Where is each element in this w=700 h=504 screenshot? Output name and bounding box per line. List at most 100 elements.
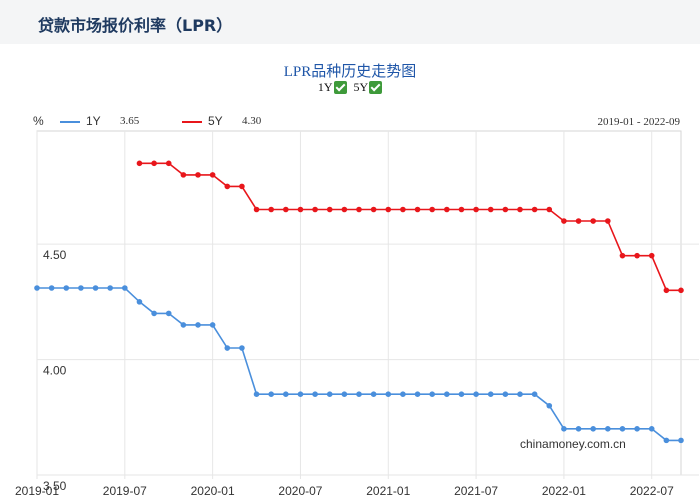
data-point-1y xyxy=(151,310,157,317)
data-point-1y xyxy=(48,285,55,291)
toggle-5y[interactable]: 5Y xyxy=(354,80,383,95)
data-point-5y xyxy=(458,206,465,213)
data-point-1y xyxy=(444,391,450,397)
data-point-5y xyxy=(370,206,377,213)
data-point-1y xyxy=(648,426,655,432)
data-point-5y xyxy=(502,206,509,213)
checkbox-checked-icon[interactable] xyxy=(333,81,347,94)
data-point-1y xyxy=(590,426,596,432)
legend-line-1y xyxy=(60,121,80,123)
data-point-5y xyxy=(385,206,392,213)
data-point-1y xyxy=(400,391,406,397)
data-point-5y xyxy=(473,206,479,213)
data-point-1y xyxy=(283,391,289,397)
data-point-5y xyxy=(283,206,289,213)
data-point-1y xyxy=(487,391,494,397)
x-tick-label: 2022-01 xyxy=(542,484,586,498)
data-point-1y xyxy=(429,391,435,397)
data-point-1y xyxy=(458,391,465,397)
x-tick-label: 2019-01 xyxy=(15,484,59,498)
data-point-1y xyxy=(473,391,479,397)
legend-value-1y: 3.65 xyxy=(120,115,140,127)
data-point-5y xyxy=(648,252,655,259)
data-point-5y xyxy=(356,206,362,213)
toggle-1y[interactable]: 1Y xyxy=(318,80,347,95)
data-point-1y xyxy=(239,345,245,351)
data-point-1y xyxy=(370,391,377,397)
data-point-5y xyxy=(619,252,626,259)
data-point-1y xyxy=(517,391,523,397)
data-point-1y xyxy=(341,391,348,397)
data-point-5y xyxy=(429,206,435,213)
y-tick-label: 4.00 xyxy=(43,364,67,378)
page-title: 贷款市场报价利率（LPR） xyxy=(38,16,233,35)
source-watermark: chinamoney.com.cn xyxy=(520,437,626,451)
data-point-1y xyxy=(663,437,670,444)
data-point-5y xyxy=(517,206,523,213)
toggle-5y-label: 5Y xyxy=(353,80,369,94)
data-point-1y xyxy=(546,402,553,409)
data-point-5y xyxy=(444,206,450,213)
data-point-1y xyxy=(92,285,99,291)
plot-frame xyxy=(36,130,682,476)
data-point-1y xyxy=(561,426,567,432)
data-point-1y xyxy=(209,322,216,328)
data-point-1y xyxy=(136,299,143,305)
data-point-5y xyxy=(605,218,611,224)
data-point-1y xyxy=(297,391,304,397)
data-point-5y xyxy=(253,206,260,213)
data-point-5y xyxy=(678,287,684,294)
data-point-5y xyxy=(268,206,274,213)
data-point-5y xyxy=(195,172,201,178)
date-range: 2019-01 - 2022-09 xyxy=(597,116,681,128)
x-tick-label: 2020-07 xyxy=(278,484,322,498)
data-point-5y xyxy=(136,160,143,167)
data-point-1y xyxy=(180,322,187,328)
data-point-5y xyxy=(151,160,157,167)
x-tick-label: 2021-07 xyxy=(454,484,498,498)
series-toggles: 1Y 5Y xyxy=(0,80,700,95)
data-point-1y xyxy=(63,285,70,291)
y-axis-unit: % xyxy=(33,114,44,128)
legend-line-5y xyxy=(182,121,202,123)
data-point-5y xyxy=(312,206,318,213)
data-point-5y xyxy=(531,206,538,213)
data-point-1y xyxy=(575,426,582,432)
data-point-5y xyxy=(400,206,406,213)
data-point-5y xyxy=(209,172,216,178)
data-point-5y xyxy=(487,206,494,213)
x-tick-label: 2019-07 xyxy=(103,484,147,498)
data-point-5y xyxy=(224,183,231,190)
data-point-5y xyxy=(165,160,172,167)
data-point-1y xyxy=(634,426,640,432)
data-point-5y xyxy=(663,287,670,294)
data-point-1y xyxy=(356,391,362,397)
data-point-5y xyxy=(634,252,640,259)
data-point-1y xyxy=(605,426,611,432)
data-point-5y xyxy=(297,206,304,213)
x-tick-label: 2022-07 xyxy=(630,484,674,498)
page-header: 贷款市场报价利率（LPR） xyxy=(0,0,700,44)
data-point-1y xyxy=(34,285,40,291)
data-point-1y xyxy=(107,285,113,291)
legend-label-5y: 5Y xyxy=(208,114,223,128)
series-line-5y xyxy=(139,162,681,292)
toggle-1y-label: 1Y xyxy=(317,80,333,94)
data-point-1y xyxy=(122,285,128,291)
data-point-1y xyxy=(165,310,172,317)
data-point-1y xyxy=(78,285,84,291)
legend-label-1y: 1Y xyxy=(86,114,101,128)
data-point-1y xyxy=(224,345,231,351)
data-point-1y xyxy=(195,322,201,328)
data-point-1y xyxy=(619,426,626,432)
checkbox-checked-icon[interactable] xyxy=(369,81,383,94)
y-tick-label: 4.50 xyxy=(43,248,67,262)
chart-title: LPR品种历史走势图 xyxy=(283,64,417,80)
data-point-5y xyxy=(590,218,596,224)
data-point-1y xyxy=(531,391,538,397)
data-point-5y xyxy=(239,183,245,190)
data-point-1y xyxy=(312,391,318,397)
legend-value-5y: 4.30 xyxy=(242,115,262,127)
data-point-5y xyxy=(414,206,421,213)
